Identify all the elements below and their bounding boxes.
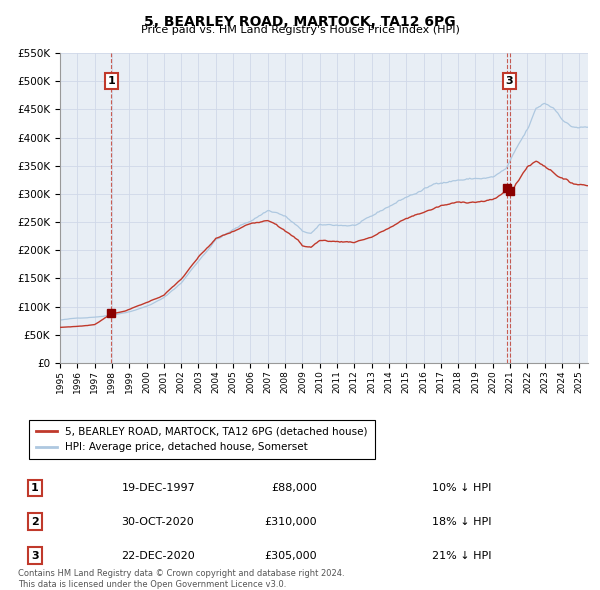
Text: £88,000: £88,000: [271, 483, 317, 493]
Text: Price paid vs. HM Land Registry's House Price Index (HPI): Price paid vs. HM Land Registry's House …: [140, 25, 460, 35]
Text: 1: 1: [31, 483, 39, 493]
Text: 1: 1: [107, 76, 115, 86]
Text: 3: 3: [506, 76, 514, 86]
Text: 22-DEC-2020: 22-DEC-2020: [121, 550, 195, 560]
Text: £305,000: £305,000: [265, 550, 317, 560]
Legend: 5, BEARLEY ROAD, MARTOCK, TA12 6PG (detached house), HPI: Average price, detache: 5, BEARLEY ROAD, MARTOCK, TA12 6PG (deta…: [29, 419, 375, 460]
Text: 3: 3: [31, 550, 39, 560]
Text: 5, BEARLEY ROAD, MARTOCK, TA12 6PG: 5, BEARLEY ROAD, MARTOCK, TA12 6PG: [144, 15, 456, 29]
Text: 2: 2: [31, 517, 39, 527]
Text: 10% ↓ HPI: 10% ↓ HPI: [433, 483, 492, 493]
Text: £310,000: £310,000: [265, 517, 317, 527]
Text: Contains HM Land Registry data © Crown copyright and database right 2024.
This d: Contains HM Land Registry data © Crown c…: [18, 569, 344, 589]
Text: 19-DEC-1997: 19-DEC-1997: [121, 483, 195, 493]
Text: 30-OCT-2020: 30-OCT-2020: [121, 517, 194, 527]
Text: 18% ↓ HPI: 18% ↓ HPI: [433, 517, 492, 527]
Text: 21% ↓ HPI: 21% ↓ HPI: [433, 550, 492, 560]
